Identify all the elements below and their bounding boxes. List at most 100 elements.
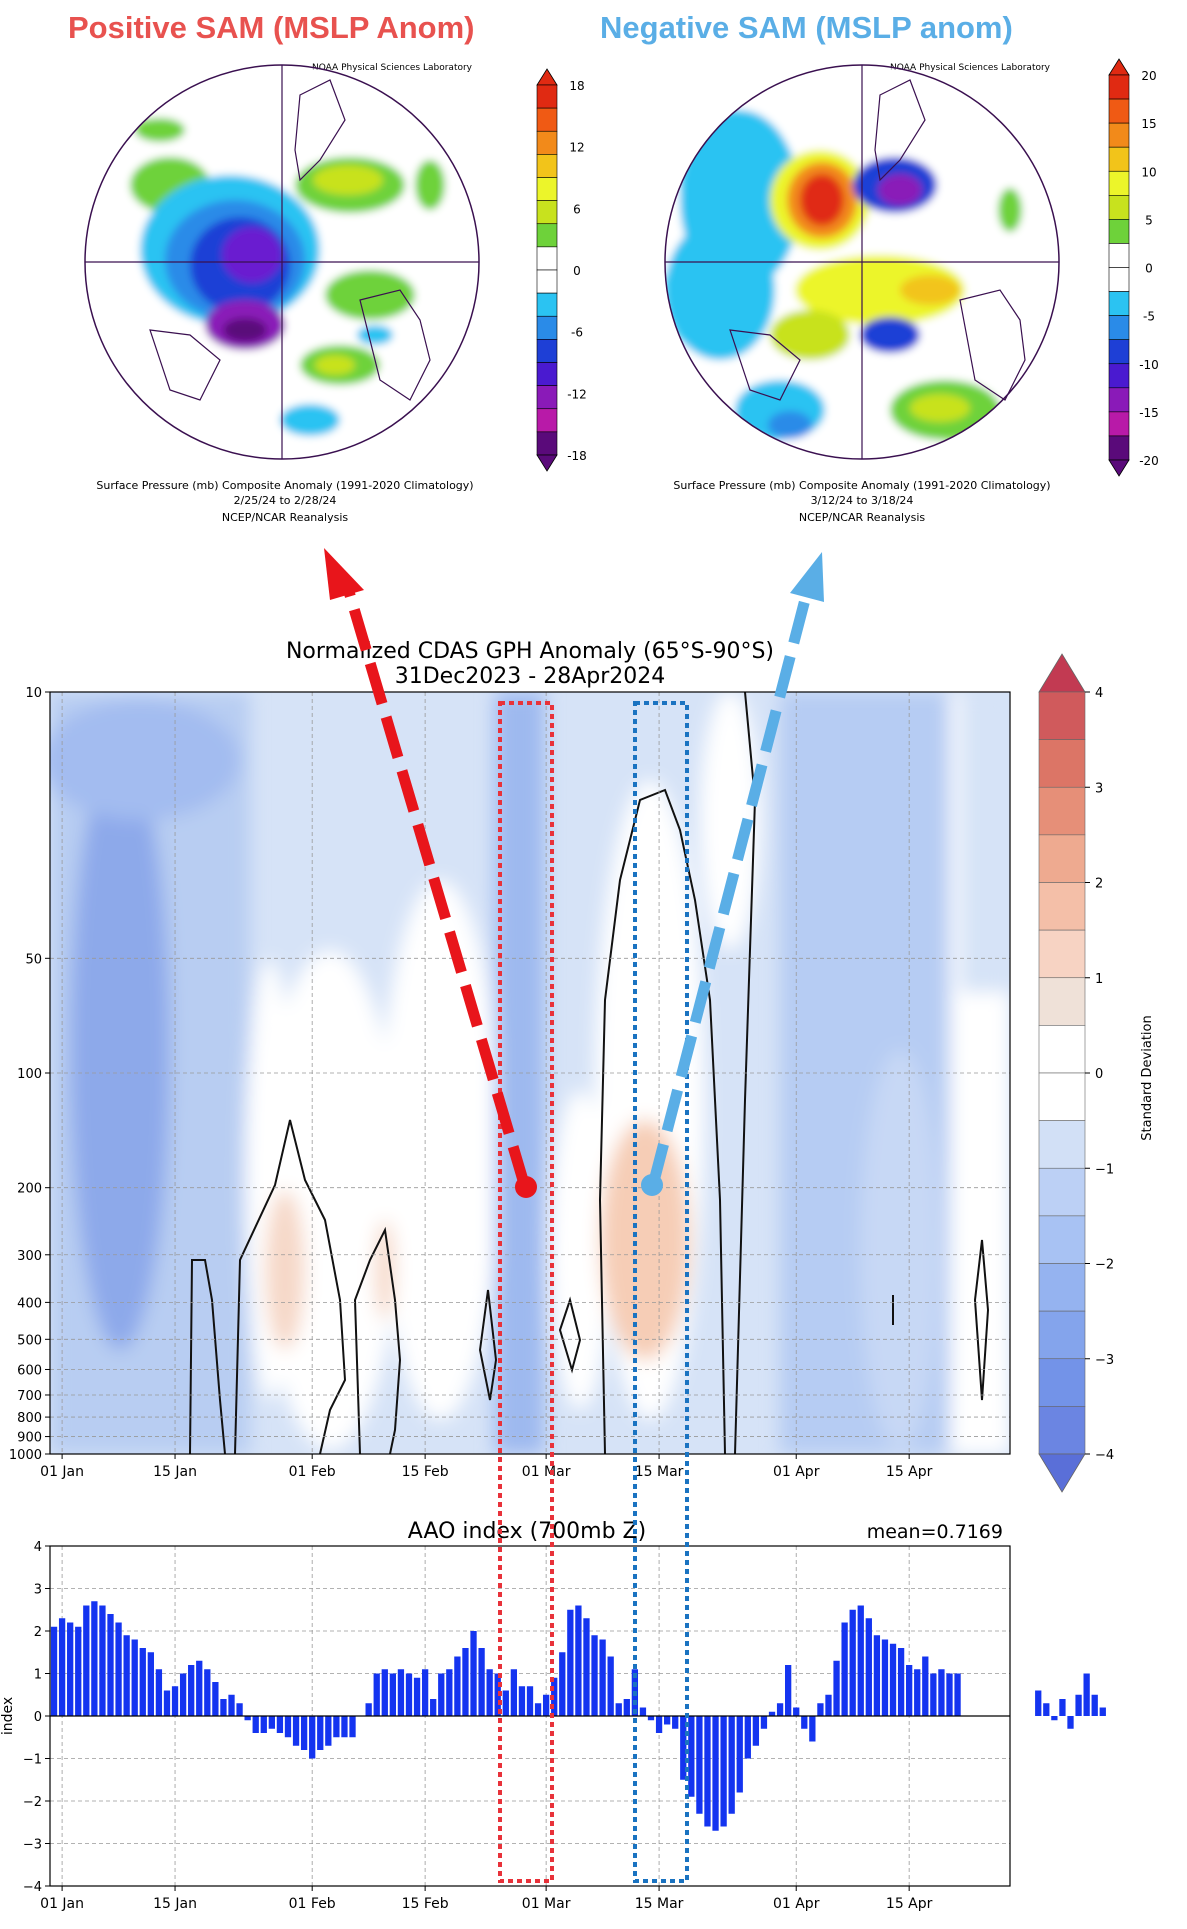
colorbar-segment: [1038, 1263, 1086, 1312]
aao-bar: [672, 1716, 679, 1729]
colorbar-segment: [536, 408, 558, 433]
bar-chart-x-axis: 01 Jan 15 Jan 01 Feb 15 Feb 01 Mar 15 Mar 01 A…: [40, 1886, 933, 1912]
y-tick-label: 700: [17, 1389, 42, 1404]
colorbar-segment: [1038, 1025, 1086, 1074]
y-tick-label: 900: [17, 1431, 42, 1446]
aao-bar: [397, 1669, 405, 1716]
y-tick-label: 1000: [9, 1448, 42, 1463]
aao-bar: [381, 1669, 388, 1716]
colorbar-bottom-cap: [536, 454, 558, 472]
colorbar-tick-label: -15: [1139, 406, 1159, 420]
colorbar-segment: [1108, 170, 1130, 196]
colorbar-segment: [1108, 146, 1130, 172]
aao-bar: [785, 1665, 792, 1716]
colorbar-tick-label: −1: [1095, 1162, 1114, 1177]
aao-bar: [688, 1716, 695, 1797]
aao-bar: [647, 1716, 655, 1721]
aao-bar: [341, 1716, 348, 1738]
heatmap-subtitle: 31Dec2023 - 28Apr2024: [395, 664, 666, 689]
colorbar-tick-label: 0: [1095, 1067, 1103, 1082]
aao-bar: [1075, 1694, 1082, 1716]
map1-caption-dates: 2/25/24 to 2/28/24: [233, 494, 337, 507]
aao-bar: [1043, 1703, 1050, 1716]
colorbar-tick-label: -20: [1139, 454, 1159, 468]
colorbar-segment: [536, 385, 558, 410]
y-tick-label: 800: [17, 1411, 42, 1426]
aao-bar: [462, 1648, 469, 1716]
x-tick-label: 15 Apr: [886, 1464, 933, 1480]
aao-bar: [292, 1716, 300, 1746]
colorbar-bottom-cap: [1038, 1453, 1086, 1493]
aao-bar: [163, 1690, 171, 1716]
bar-chart-y-axis: 4 3 2 1 0 −1 −2 −3 −4: [23, 1540, 50, 1895]
aao-bar: [704, 1716, 711, 1827]
aao-bar: [1091, 1694, 1098, 1716]
y-tick-label: −2: [23, 1795, 42, 1810]
aao-bar: [494, 1673, 501, 1716]
colorbar-segment: [1108, 435, 1130, 461]
aao-bar: [268, 1716, 275, 1729]
aao-bar: [244, 1716, 251, 1721]
aao-bar: [841, 1622, 848, 1716]
negative-sam-map: [664, 64, 1060, 460]
y-tick-label: −3: [23, 1838, 42, 1853]
colorbar-segment: [1108, 267, 1130, 292]
x-tick-label: 15 Mar: [635, 1464, 684, 1480]
aao-bar: [793, 1707, 800, 1716]
x-tick-label: 01 Jan: [40, 1896, 84, 1912]
colorbar-segment: [1038, 929, 1086, 979]
colorbar-segment: [536, 177, 558, 201]
colorbar-segment: [536, 315, 558, 340]
positive-sam-arrow: [324, 548, 537, 1198]
aao-bar: [1067, 1716, 1074, 1729]
y-tick-label: −4: [23, 1880, 42, 1895]
aao-bar: [575, 1605, 582, 1716]
bar-chart-ylabel: index: [0, 1697, 16, 1735]
aao-bar: [454, 1656, 461, 1716]
aao-bar: [1059, 1699, 1066, 1716]
colorbar-segment: [1038, 1167, 1086, 1217]
colorbar-tick-label: -5: [1143, 310, 1155, 324]
aao-bar: [776, 1703, 784, 1716]
colorbar-segment: [1038, 691, 1086, 740]
x-tick-label: 15 Feb: [402, 1464, 449, 1480]
aao-bar: [680, 1716, 687, 1780]
y-tick-label: 200: [17, 1182, 42, 1197]
aao-bar: [349, 1716, 356, 1738]
aao-bar: [1083, 1673, 1090, 1716]
aao-bar: [123, 1635, 130, 1716]
colorbar-segment: [1108, 219, 1130, 244]
aao-bar: [510, 1669, 518, 1716]
colorbar-bottom-cap: [1108, 459, 1130, 477]
map1-caption-title: Surface Pressure (mb) Composite Anomaly …: [96, 479, 474, 492]
x-tick-label: 15 Jan: [153, 1896, 197, 1912]
aao-bar: [728, 1716, 735, 1814]
aao-bar: [930, 1673, 937, 1716]
colorbar-top-cap: [1038, 653, 1086, 693]
colorbar-segment: [1038, 1358, 1086, 1407]
aao-bar: [623, 1699, 630, 1716]
aao-bar: [373, 1673, 380, 1716]
aao-bar: [881, 1639, 889, 1716]
aao-bar: [809, 1716, 816, 1742]
aao-bar: [276, 1716, 284, 1733]
aao-bar: [599, 1639, 606, 1716]
colorbar-segment: [536, 292, 558, 317]
colorbar-segment: [1108, 195, 1130, 220]
x-tick-label: 01 Apr: [773, 1464, 820, 1480]
x-tick-label: 15 Mar: [635, 1896, 684, 1912]
aao-bar: [914, 1669, 921, 1716]
colorbar-segment: [1108, 315, 1130, 340]
map2-caption-dates: 3/12/24 to 3/18/24: [810, 494, 914, 507]
aao-bar: [655, 1716, 663, 1733]
aao-bar: [50, 1626, 58, 1716]
colorbar-segment: [1038, 1215, 1086, 1264]
map1-credit: NOAA Physical Sciences Laboratory: [311, 63, 473, 73]
aao-bar: [212, 1682, 219, 1716]
aao-bar: [591, 1635, 598, 1716]
aao-bar: [228, 1694, 235, 1716]
colorbar-tick-label: 12: [569, 141, 584, 155]
colorbar-segment: [1108, 98, 1130, 124]
x-tick-label: 01 Feb: [289, 1464, 336, 1480]
aao-bar: [430, 1699, 437, 1716]
